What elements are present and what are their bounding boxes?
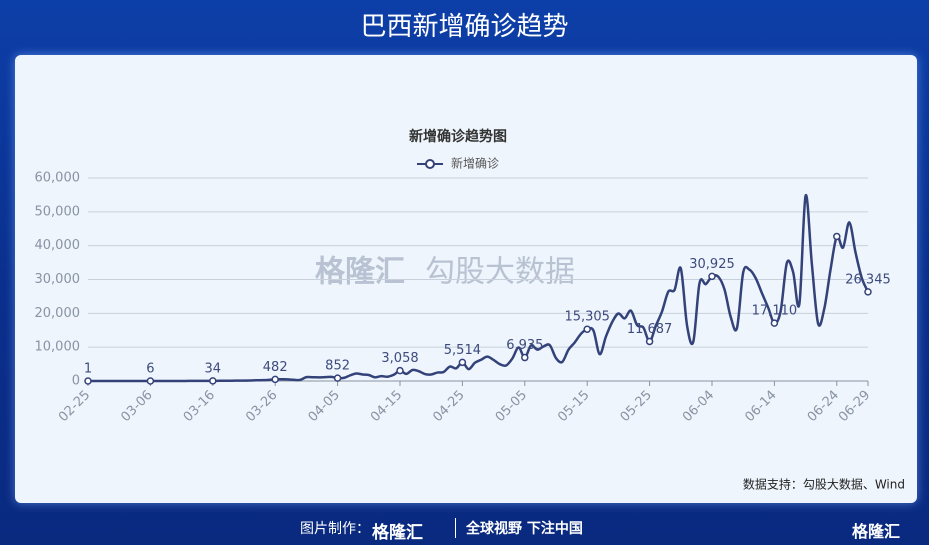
point — [864, 288, 872, 296]
data-label: 30,925 — [689, 257, 735, 272]
data-label: 482 — [263, 360, 288, 375]
y-tick-label: 40,000 — [35, 238, 81, 253]
data-label: 6 — [146, 361, 154, 376]
x-tick-label: 03-16 — [181, 388, 218, 425]
watermark: 勾股大数据 — [425, 255, 575, 290]
point — [271, 375, 279, 384]
data-label: 17,110 — [752, 304, 798, 319]
point — [645, 337, 654, 346]
x-tick-label: 04-25 — [430, 388, 467, 425]
y-tick-label: 60,000 — [35, 171, 81, 186]
data-label: 5,514 — [444, 343, 481, 358]
point — [521, 353, 529, 362]
chart-title: 新增确诊趋势图 — [409, 128, 507, 145]
x-tick-label: 03-26 — [243, 388, 280, 425]
y-tick-label: 20,000 — [35, 306, 81, 321]
x-tick-label: 05-25 — [618, 388, 655, 425]
x-tick-label: 02-25 — [56, 388, 93, 425]
point — [209, 377, 217, 385]
y-tick-label: 50,000 — [35, 204, 81, 219]
legend-marker — [425, 159, 435, 169]
x-tick-label: 04-15 — [368, 388, 405, 425]
page-title: 巴西新增确诊趋势 — [360, 12, 569, 42]
slogan: 全球视野 下注中国 — [455, 518, 583, 538]
data-line — [87, 194, 870, 383]
data-label: 11,687 — [627, 322, 673, 337]
point — [396, 366, 404, 375]
watermark: 格隆汇 — [315, 255, 405, 290]
point — [770, 319, 779, 327]
legend-label: 新增确诊 — [451, 156, 499, 171]
point — [146, 377, 155, 385]
point — [708, 272, 716, 281]
data-label: 6,935 — [506, 338, 543, 353]
data-label: 852 — [325, 359, 350, 374]
x-tick-label: 06-24 — [805, 388, 842, 425]
data-label: 3,058 — [381, 351, 418, 366]
point — [84, 377, 92, 385]
point — [833, 232, 841, 241]
data-label: 1 — [84, 361, 92, 376]
x-tick-label: 06-29 — [836, 388, 873, 425]
x-tick-label: 03-06 — [118, 388, 155, 425]
y-tick-label: 30,000 — [35, 272, 81, 287]
x-tick-label: 04-05 — [306, 388, 343, 425]
made-by: 图片制作： — [300, 521, 370, 537]
x-tick-label: 06-14 — [742, 388, 779, 425]
corner-logo: 格隆汇 — [852, 522, 901, 541]
data-label: 15,305 — [564, 310, 610, 325]
x-tick-label: 05-05 — [493, 388, 530, 425]
point — [333, 374, 342, 382]
x-tick-label: 06-04 — [680, 388, 717, 425]
data-label: 26,345 — [845, 272, 891, 287]
data-label: 34 — [205, 361, 222, 376]
y-tick-label: 10,000 — [35, 340, 81, 355]
source: 数据支持：勾股大数据、Wind — [743, 477, 905, 492]
point — [458, 358, 467, 367]
brand: 格隆汇 — [372, 523, 423, 543]
y-tick-label: 0 — [72, 374, 80, 389]
x-tick-label: 05-15 — [555, 388, 592, 425]
chart: 格隆汇 勾股大数据 新增确诊趋势图 新增确诊 数据支持：勾股大数据、Wind 0… — [35, 128, 906, 492]
chart-card: 格隆汇 勾股大数据 新增确诊趋势图 新增确诊 数据支持：勾股大数据、Wind 0… — [15, 55, 917, 503]
point — [583, 325, 591, 333]
